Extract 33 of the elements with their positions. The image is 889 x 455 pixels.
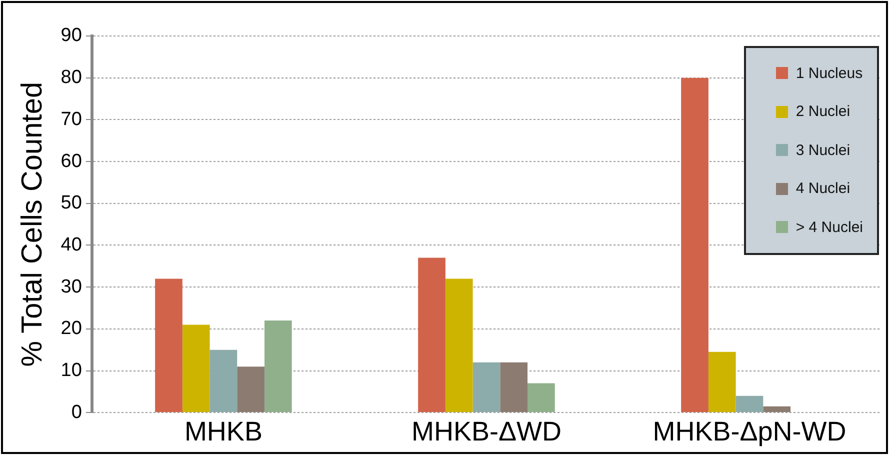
bar	[264, 320, 292, 412]
bar	[418, 258, 446, 412]
bar	[155, 278, 182, 412]
x-tick-label: MHKB	[184, 416, 262, 446]
y-axis-title: % Total Cells Counted	[16, 82, 48, 367]
legend-label: 2 Nuclei	[796, 103, 850, 120]
legend-label: 3 Nuclei	[796, 142, 850, 159]
x-tick-label: MHKB-ΔWD	[411, 416, 562, 446]
y-tick-label: 90	[60, 25, 82, 46]
bar	[500, 362, 528, 412]
bar	[182, 324, 210, 412]
y-tick-label: 60	[60, 150, 82, 172]
y-tick-label: 0	[71, 402, 82, 423]
y-tick-label: 10	[60, 360, 82, 381]
legend-label: 4 Nuclei	[796, 180, 850, 198]
bar	[445, 278, 473, 412]
bar	[763, 406, 791, 412]
bar	[736, 396, 764, 412]
bar	[528, 383, 555, 412]
y-tick-label: 80	[60, 67, 82, 88]
bar	[210, 350, 238, 412]
bar	[681, 78, 708, 412]
legend-label: > 4 Nuclei	[796, 218, 863, 236]
legend-label: 1 Nucleus	[796, 64, 863, 82]
bar	[237, 366, 264, 412]
y-tick-label: 20	[60, 318, 82, 340]
bar	[708, 352, 736, 412]
y-tick-label: 50	[60, 192, 82, 214]
y-tick-label: 70	[60, 108, 82, 130]
y-tick-label: 40	[60, 234, 82, 256]
y-tick-label: 30	[60, 276, 82, 298]
x-tick-label: MHKB-ΔpN-WD	[652, 416, 846, 446]
bar	[472, 362, 500, 412]
